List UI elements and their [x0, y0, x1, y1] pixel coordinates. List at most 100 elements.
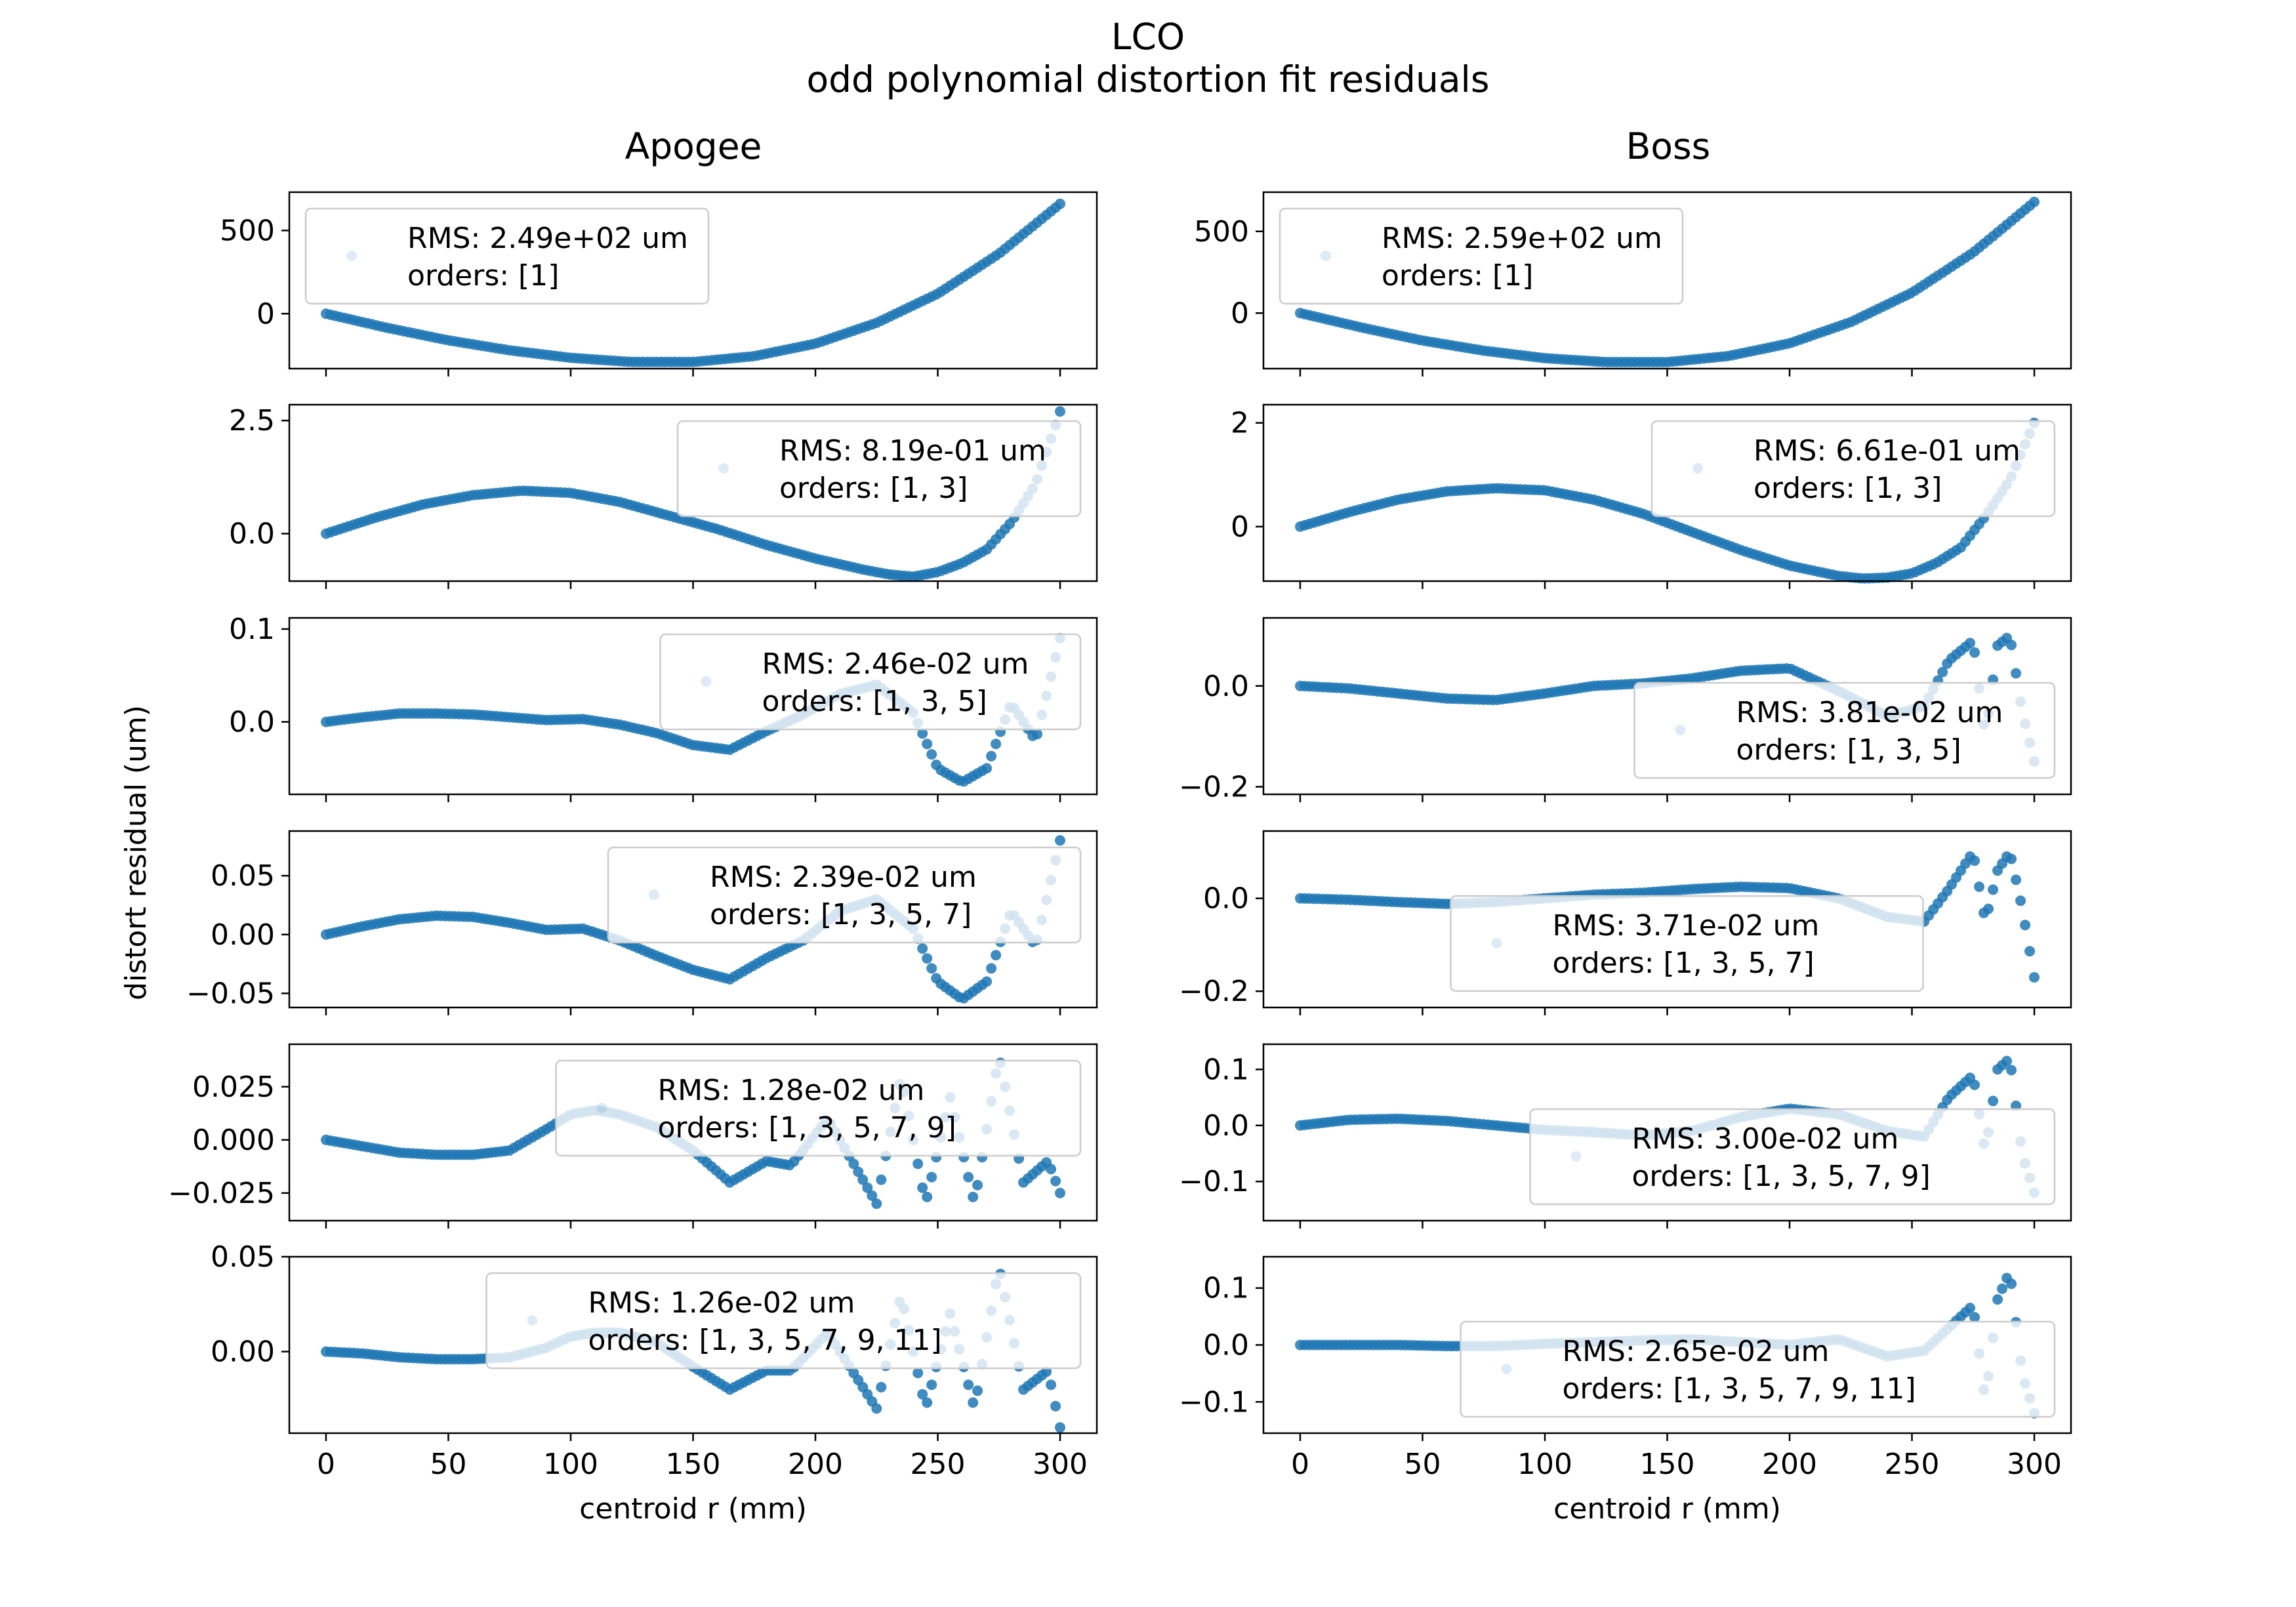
data-point — [1041, 1366, 1052, 1377]
legend-marker — [1491, 938, 1502, 948]
legend-orders: orders: [1, 3, 5, 7] — [1553, 946, 1814, 980]
data-point — [1055, 1187, 1065, 1198]
subplot-1-boss: 0 500 RMS: 2.59e+02 um orders: [1] — [1194, 191, 2072, 376]
legend-box — [659, 633, 1082, 731]
data-point — [1965, 1303, 1976, 1314]
y-tick-label: 0.1 — [1203, 1272, 1249, 1305]
legend: RMS: 2.59e+02 um orders: [1] — [1279, 207, 1684, 305]
data-point — [986, 750, 997, 762]
data-point — [922, 1191, 933, 1202]
data-point — [2024, 946, 2036, 957]
x-tick-label: 50 — [430, 1448, 466, 1481]
data-point — [1997, 1283, 2008, 1294]
y-tick-label: 0 — [1231, 510, 1249, 544]
data-point — [857, 1174, 869, 1185]
x-tick-label: 200 — [1762, 1448, 1817, 1481]
data-point — [1055, 198, 1065, 209]
x-tick-label: 0 — [317, 1448, 335, 1481]
legend-marker — [701, 676, 712, 687]
legend: RMS: 3.00e-02 um orders: [1, 3, 5, 7, 9] — [1529, 1108, 2056, 1206]
legend-orders: orders: [1] — [1382, 259, 1533, 293]
legend-orders: orders: [1] — [407, 259, 559, 293]
legend-orders: orders: [1, 3, 5, 7, 9] — [658, 1111, 956, 1145]
x-tick-label: 100 — [1517, 1448, 1572, 1481]
data-point — [991, 950, 1002, 961]
data-point — [972, 1179, 983, 1190]
data-point — [862, 1182, 873, 1193]
legend-marker — [649, 889, 659, 900]
legend-marker — [527, 1315, 538, 1326]
data-point — [912, 1158, 924, 1170]
legend-orders: orders: [1, 3, 5] — [762, 685, 987, 718]
data-point — [2001, 1055, 2013, 1067]
x-tick-label: 250 — [1885, 1448, 1940, 1481]
y-tick-label: 0.1 — [1203, 1053, 1249, 1086]
data-point — [1046, 1164, 1057, 1175]
subplot-6-apogee: 0 50 100 150 200 250 300 0.00 0.05 centroid r (mm… — [211, 1240, 1098, 1526]
legend-rms: RMS: 8.19e-01 um — [779, 434, 1046, 468]
legend-orders: orders: [1, 3, 5, 7] — [710, 898, 972, 931]
data-point — [2006, 640, 2017, 651]
y-tick-label: 2 — [1231, 407, 1249, 440]
data-point — [871, 1198, 882, 1210]
data-point — [926, 749, 937, 760]
subplot-4-apogee: −0.05 0.00 0.05 RMS: 2.39e-02 um orders: [1,… — [186, 830, 1098, 1015]
data-point — [871, 1403, 882, 1414]
figure-title-line2: odd polynomial distortion fit residuals — [807, 58, 1490, 100]
y-tick-label: 500 — [1194, 215, 1249, 249]
y-tick-label: 0.0 — [1203, 670, 1249, 703]
y-tick-label: 0.00 — [211, 918, 275, 952]
legend-marker — [1321, 251, 1331, 261]
data-point — [1965, 638, 1976, 649]
y-tick-label: 500 — [220, 214, 275, 247]
subplot-6-boss: 0 50 100 150 200 250 300 −0.1 0.0 0.1 centroid r (… — [1179, 1255, 2072, 1526]
subplot-5-boss: −0.1 0.0 0.1 RMS: 3.00e-02 um orders: [1, 3,… — [1179, 1043, 2072, 1229]
data-point — [2029, 196, 2040, 207]
x-tick-label: 150 — [666, 1448, 721, 1481]
column-title-apogee: Apogee — [625, 125, 762, 167]
x-axis-label: centroid r (mm) — [579, 1492, 807, 1526]
data-point — [1055, 1422, 1065, 1433]
data-point — [1969, 647, 1980, 658]
data-point — [1969, 1312, 1980, 1323]
legend-rms: RMS: 1.26e-02 um — [588, 1286, 855, 1320]
legend: RMS: 6.61e-01 um orders: [1, 3] — [1650, 420, 2056, 518]
data-point — [986, 963, 997, 974]
legend-rms: RMS: 3.81e-02 um — [1736, 696, 2003, 729]
legend-rms: RMS: 2.65e-02 um — [1563, 1335, 1830, 1368]
legend: RMS: 2.39e-02 um orders: [1, 3, 5, 7] — [607, 846, 1082, 944]
legend-rms: RMS: 6.61e-01 um — [1753, 434, 2020, 468]
data-point — [926, 1171, 937, 1183]
data-point — [876, 1174, 887, 1185]
y-tick-label: −0.1 — [1179, 1385, 1249, 1419]
data-point — [922, 953, 933, 964]
legend-box — [1279, 207, 1684, 305]
y-tick-label: 0 — [256, 297, 275, 331]
data-point — [1050, 1400, 1061, 1412]
legend-box — [676, 420, 1082, 518]
data-point — [917, 1389, 928, 1400]
y-tick-label: 0.025 — [192, 1070, 275, 1104]
data-point — [912, 1368, 924, 1379]
x-tick-label: 300 — [2007, 1448, 2062, 1481]
data-point — [1046, 1379, 1057, 1391]
x-tick-label: 200 — [788, 1448, 843, 1481]
data-point — [1055, 406, 1065, 417]
data-point — [981, 976, 993, 987]
data-point — [922, 1397, 933, 1408]
data-point — [968, 1191, 979, 1202]
x-tick-label: 300 — [1033, 1448, 1088, 1481]
data-point — [2006, 1278, 2017, 1290]
data-points — [1295, 196, 2040, 367]
y-tick-label: 2.5 — [229, 404, 275, 437]
legend-marker — [718, 463, 729, 474]
legend-box — [607, 846, 1082, 944]
data-point — [1992, 1294, 2003, 1305]
subplot-5-apogee: −0.025 0.000 0.025 RMS: 1.28e-02 um orders: … — [168, 1043, 1098, 1229]
y-tick-label: −0.2 — [1179, 770, 1249, 804]
column-title-boss: Boss — [1626, 125, 1711, 167]
y-tick-label: 0.0 — [1203, 1329, 1249, 1362]
x-tick-label: 250 — [911, 1448, 966, 1481]
data-point — [968, 1397, 979, 1408]
